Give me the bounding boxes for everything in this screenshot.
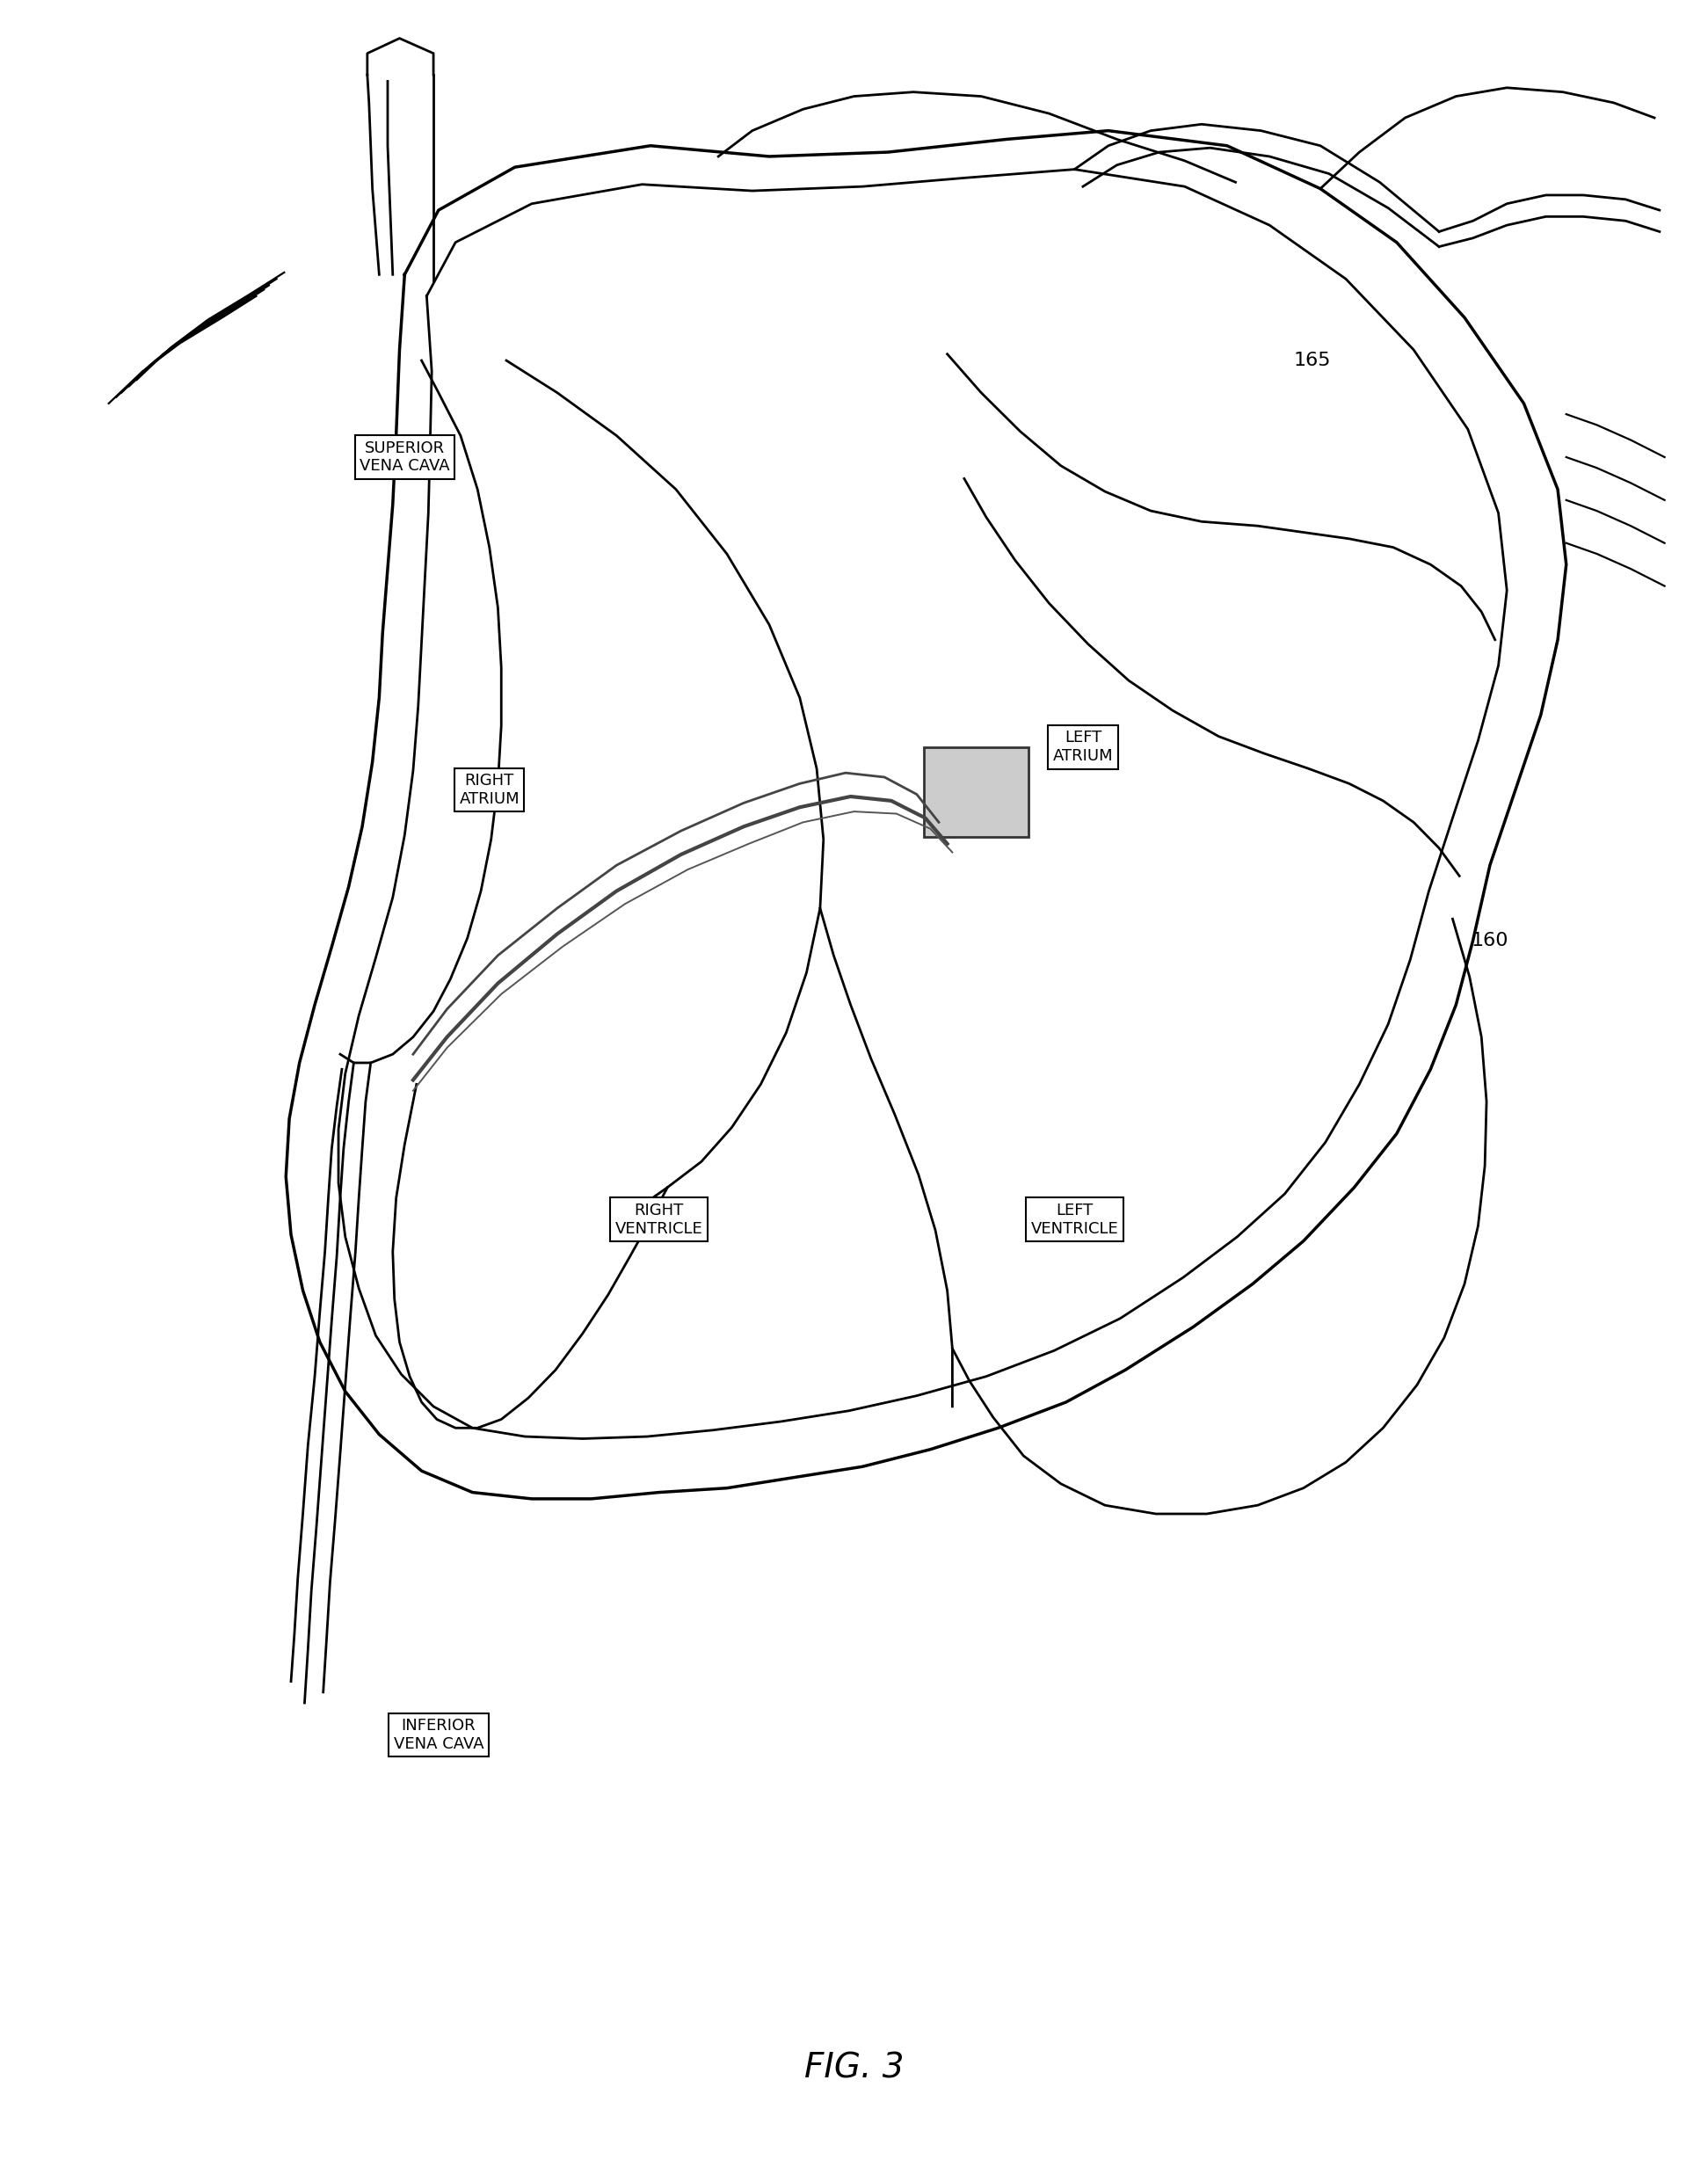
Text: LEFT
ATRIUM: LEFT ATRIUM (1052, 730, 1114, 765)
Text: RIGHT
VENTRICLE: RIGHT VENTRICLE (615, 1203, 702, 1238)
Text: 165: 165 (1293, 352, 1331, 369)
Text: SUPERIOR
VENA CAVA: SUPERIOR VENA CAVA (359, 441, 449, 475)
Text: RIGHT
ATRIUM: RIGHT ATRIUM (459, 773, 519, 808)
Text: LEFT
VENTRICLE: LEFT VENTRICLE (1030, 1203, 1119, 1238)
Text: FIG. 3: FIG. 3 (804, 2052, 904, 2084)
Text: INFERIOR
VENA CAVA: INFERIOR VENA CAVA (393, 1717, 483, 1752)
Text: 160: 160 (1471, 931, 1508, 948)
FancyBboxPatch shape (924, 747, 1028, 838)
